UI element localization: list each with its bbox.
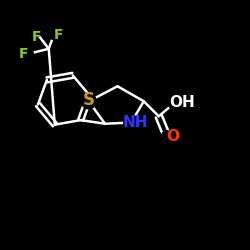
Text: F: F — [19, 47, 28, 61]
Circle shape — [32, 28, 41, 37]
Text: OH: OH — [169, 95, 195, 110]
Text: O: O — [166, 129, 179, 144]
Circle shape — [124, 115, 139, 130]
Circle shape — [162, 131, 172, 142]
Circle shape — [49, 30, 58, 40]
Circle shape — [168, 96, 182, 110]
Circle shape — [24, 49, 33, 58]
Text: F: F — [54, 28, 63, 42]
Text: F: F — [32, 30, 41, 44]
Circle shape — [81, 94, 96, 109]
Text: NH: NH — [123, 115, 148, 130]
Text: S: S — [83, 91, 95, 109]
